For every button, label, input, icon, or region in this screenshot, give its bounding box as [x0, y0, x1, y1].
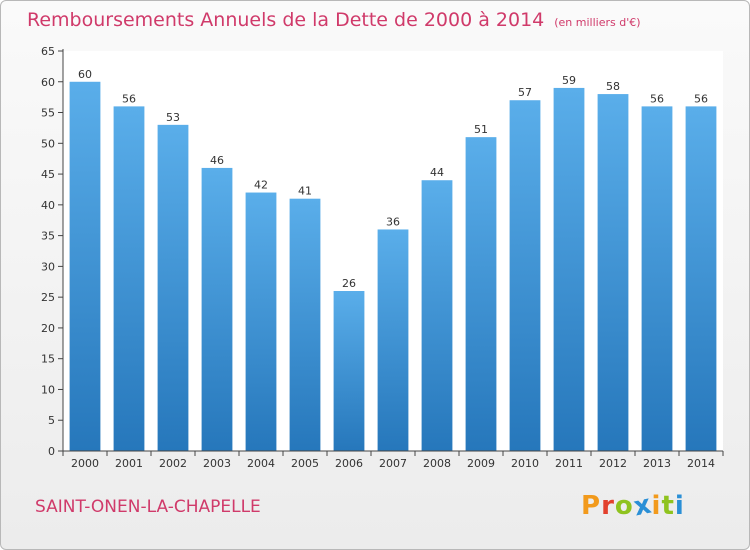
data-label: 56: [650, 92, 664, 105]
x-tick-label: 2013: [643, 457, 671, 470]
y-tick-label: 20: [41, 322, 55, 335]
x-tick-label: 2011: [555, 457, 583, 470]
logo-letter: o: [614, 491, 634, 521]
x-tick-label: 2006: [335, 457, 363, 470]
x-tick-label: 2003: [203, 457, 231, 470]
x-tick-label: 2007: [379, 457, 407, 470]
bar-2009: [465, 137, 497, 451]
data-label: 60: [78, 68, 92, 81]
y-tick-label: 65: [41, 45, 55, 58]
x-tick-label: 2012: [599, 457, 627, 470]
data-label: 44: [430, 166, 444, 179]
y-tick-label: 0: [48, 445, 55, 458]
data-label: 26: [342, 277, 356, 290]
bar-2005: [289, 198, 321, 451]
bar-2001: [113, 106, 145, 451]
x-tick-label: 2005: [291, 457, 319, 470]
y-tick-label: 45: [41, 168, 55, 181]
x-tick-label: 2010: [511, 457, 539, 470]
data-label: 58: [606, 80, 620, 93]
x-tick-label: 2002: [159, 457, 187, 470]
commune-name: SAINT-ONEN-LA-CHAPELLE: [35, 497, 261, 517]
bar-2006: [333, 291, 365, 451]
data-label: 36: [386, 215, 400, 228]
bar-2011: [553, 87, 585, 451]
chart-title: Remboursements Annuels de la Dette de 20…: [27, 9, 641, 31]
y-tick-label: 10: [41, 383, 55, 396]
bar-2008: [421, 180, 453, 451]
x-tick-label: 2014: [687, 457, 715, 470]
logo-letter: r: [601, 491, 615, 521]
bar-2012: [597, 94, 629, 452]
y-tick-label: 15: [41, 353, 55, 366]
chart-title-text: Remboursements Annuels de la Dette de 20…: [27, 9, 545, 31]
logo-letter: i: [674, 491, 685, 521]
x-tick-label: 2008: [423, 457, 451, 470]
y-tick-label: 40: [41, 199, 55, 212]
chart-subtitle: (en milliers d'€): [554, 16, 641, 29]
bar-2014: [685, 106, 717, 451]
bar-2002: [157, 124, 189, 451]
x-tick-label: 2000: [71, 457, 99, 470]
y-tick-label: 55: [41, 107, 55, 120]
bar-2010: [509, 100, 541, 451]
data-label: 56: [694, 92, 708, 105]
bar-2013: [641, 106, 673, 451]
logo-letter: i: [651, 491, 662, 521]
y-tick-label: 25: [41, 291, 55, 304]
bar-2007: [377, 229, 409, 451]
y-tick-label: 30: [41, 260, 55, 273]
data-label: 41: [298, 185, 312, 198]
data-label: 51: [474, 123, 488, 136]
data-label: 59: [562, 74, 576, 87]
y-axis: 0 5 10 15 20 25 30 35 40 45 50 55 60 65: [41, 45, 64, 458]
data-label: 53: [166, 111, 180, 124]
bar-2003: [201, 167, 233, 451]
x-tick-label: 2004: [247, 457, 275, 470]
x-axis: 2000 2001 2002 2003 2004 2005 2006 2007 2008 2009…: [62, 450, 724, 470]
proxiti-logo[interactable]: Proxiti: [581, 489, 685, 522]
data-label: 56: [122, 92, 136, 105]
data-label: 57: [518, 86, 532, 99]
x-tick-label: 2009: [467, 457, 495, 470]
bar-2000: [69, 81, 101, 452]
logo-letter: P: [581, 491, 602, 521]
y-tick-label: 50: [41, 137, 55, 150]
logo-letter: t: [661, 491, 675, 521]
data-label: 42: [254, 179, 268, 192]
bar-2004: [245, 192, 277, 452]
y-tick-label: 60: [41, 76, 55, 89]
y-tick-label: 5: [48, 414, 55, 427]
value-labels: 60 56 53 46 42 41 26 36 44 51 57 59 58 56 56: [78, 68, 708, 290]
y-tick-label: 35: [41, 230, 55, 243]
x-tick-label: 2001: [115, 457, 143, 470]
bars: [69, 81, 717, 452]
data-label: 46: [210, 154, 224, 167]
